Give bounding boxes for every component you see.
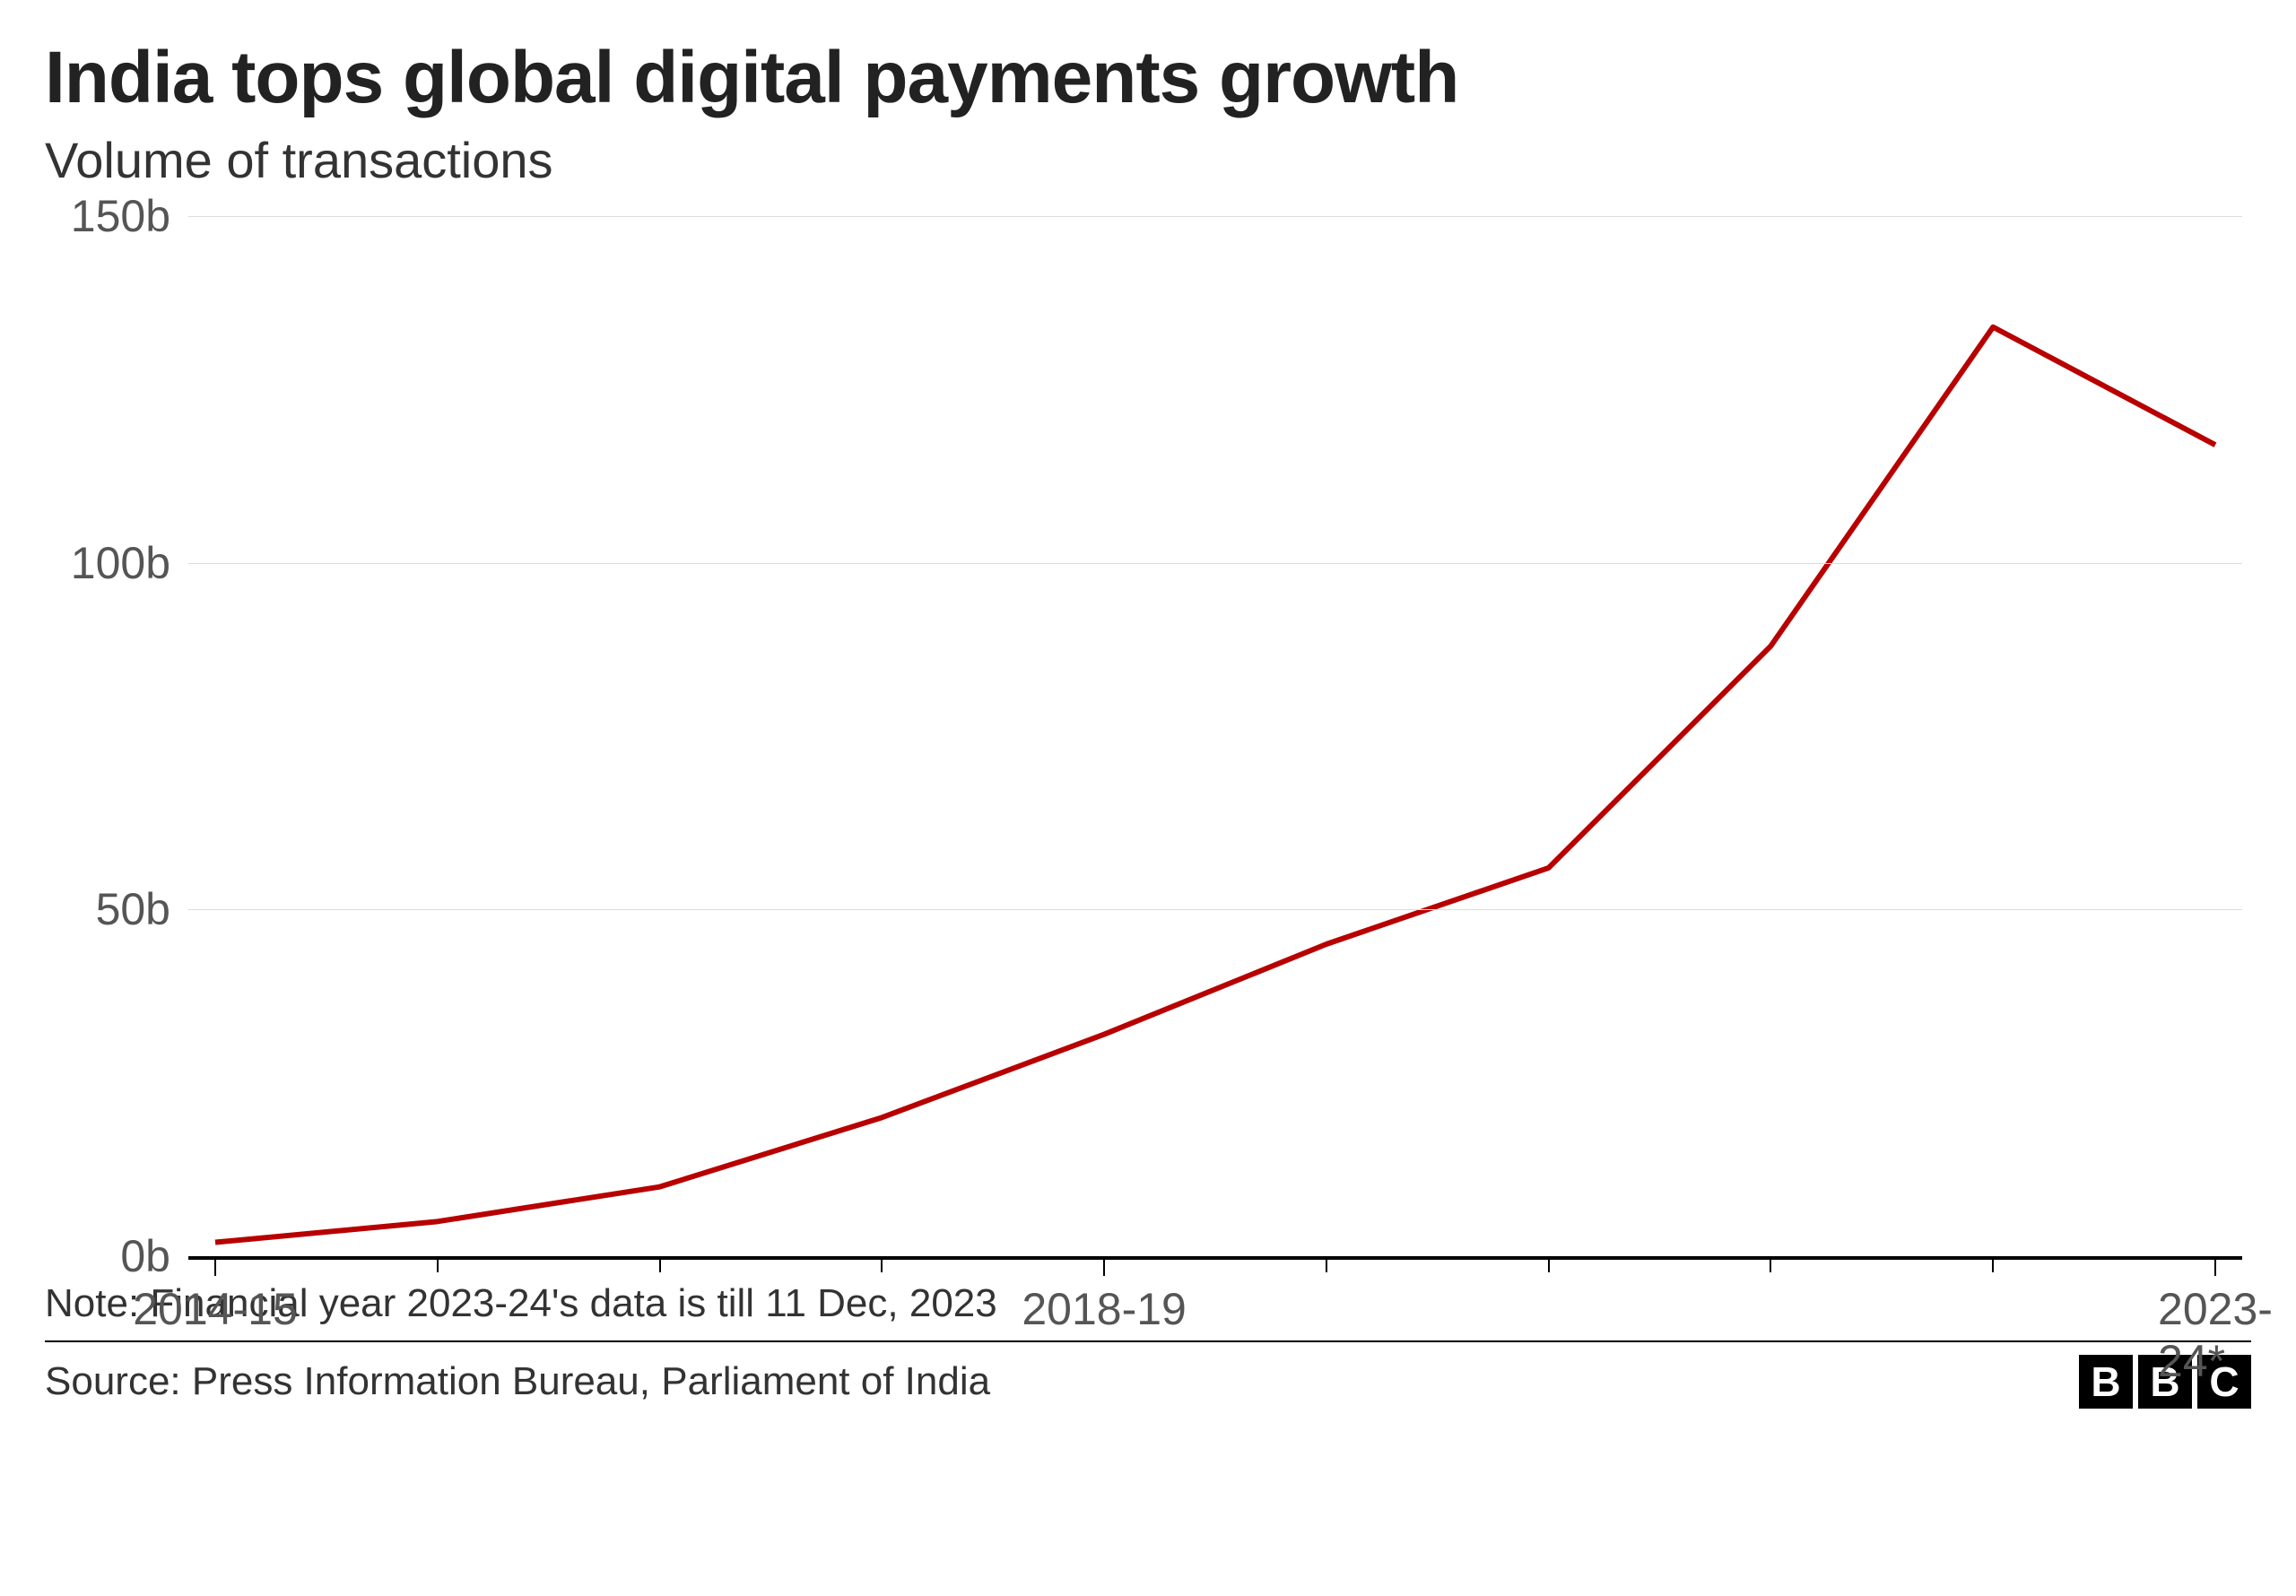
gridline <box>188 563 2242 564</box>
data-line <box>215 327 2215 1243</box>
x-tick <box>2214 1260 2216 1276</box>
x-axis-label: 2014-15 <box>133 1283 298 1335</box>
footer-row: Source: Press Information Bureau, Parlia… <box>45 1355 2251 1409</box>
chart-source: Source: Press Information Bureau, Parlia… <box>45 1359 990 1404</box>
gridline <box>188 909 2242 910</box>
x-tick <box>881 1260 883 1272</box>
line-chart-svg <box>188 216 2242 1256</box>
bbc-logo-block: B <box>2079 1355 2133 1409</box>
x-tick <box>1548 1260 1550 1272</box>
x-tick <box>659 1260 661 1272</box>
divider <box>45 1340 2251 1342</box>
y-axis-label: 100b <box>36 537 170 589</box>
chart-container: India tops global digital payments growt… <box>0 0 2296 1596</box>
chart-title: India tops global digital payments growt… <box>45 36 2251 120</box>
x-tick <box>1103 1260 1105 1276</box>
x-tick <box>1992 1260 1994 1272</box>
y-axis-label: 150b <box>36 190 170 242</box>
x-tick <box>1326 1260 1327 1272</box>
y-axis-label: 0b <box>36 1230 170 1282</box>
x-tick <box>1770 1260 1771 1272</box>
x-axis-label: 2018-19 <box>1022 1283 1187 1335</box>
x-axis <box>188 1256 2242 1260</box>
y-axis-label: 50b <box>36 883 170 935</box>
chart-subtitle: Volume of transactions <box>45 131 2251 189</box>
x-tick <box>437 1260 439 1272</box>
x-axis-label: 2023-24* <box>2158 1283 2273 1387</box>
gridline <box>188 216 2242 217</box>
x-tick <box>214 1260 216 1276</box>
plot-area: 0b50b100b150b2014-152018-192023-24* <box>188 216 2242 1256</box>
